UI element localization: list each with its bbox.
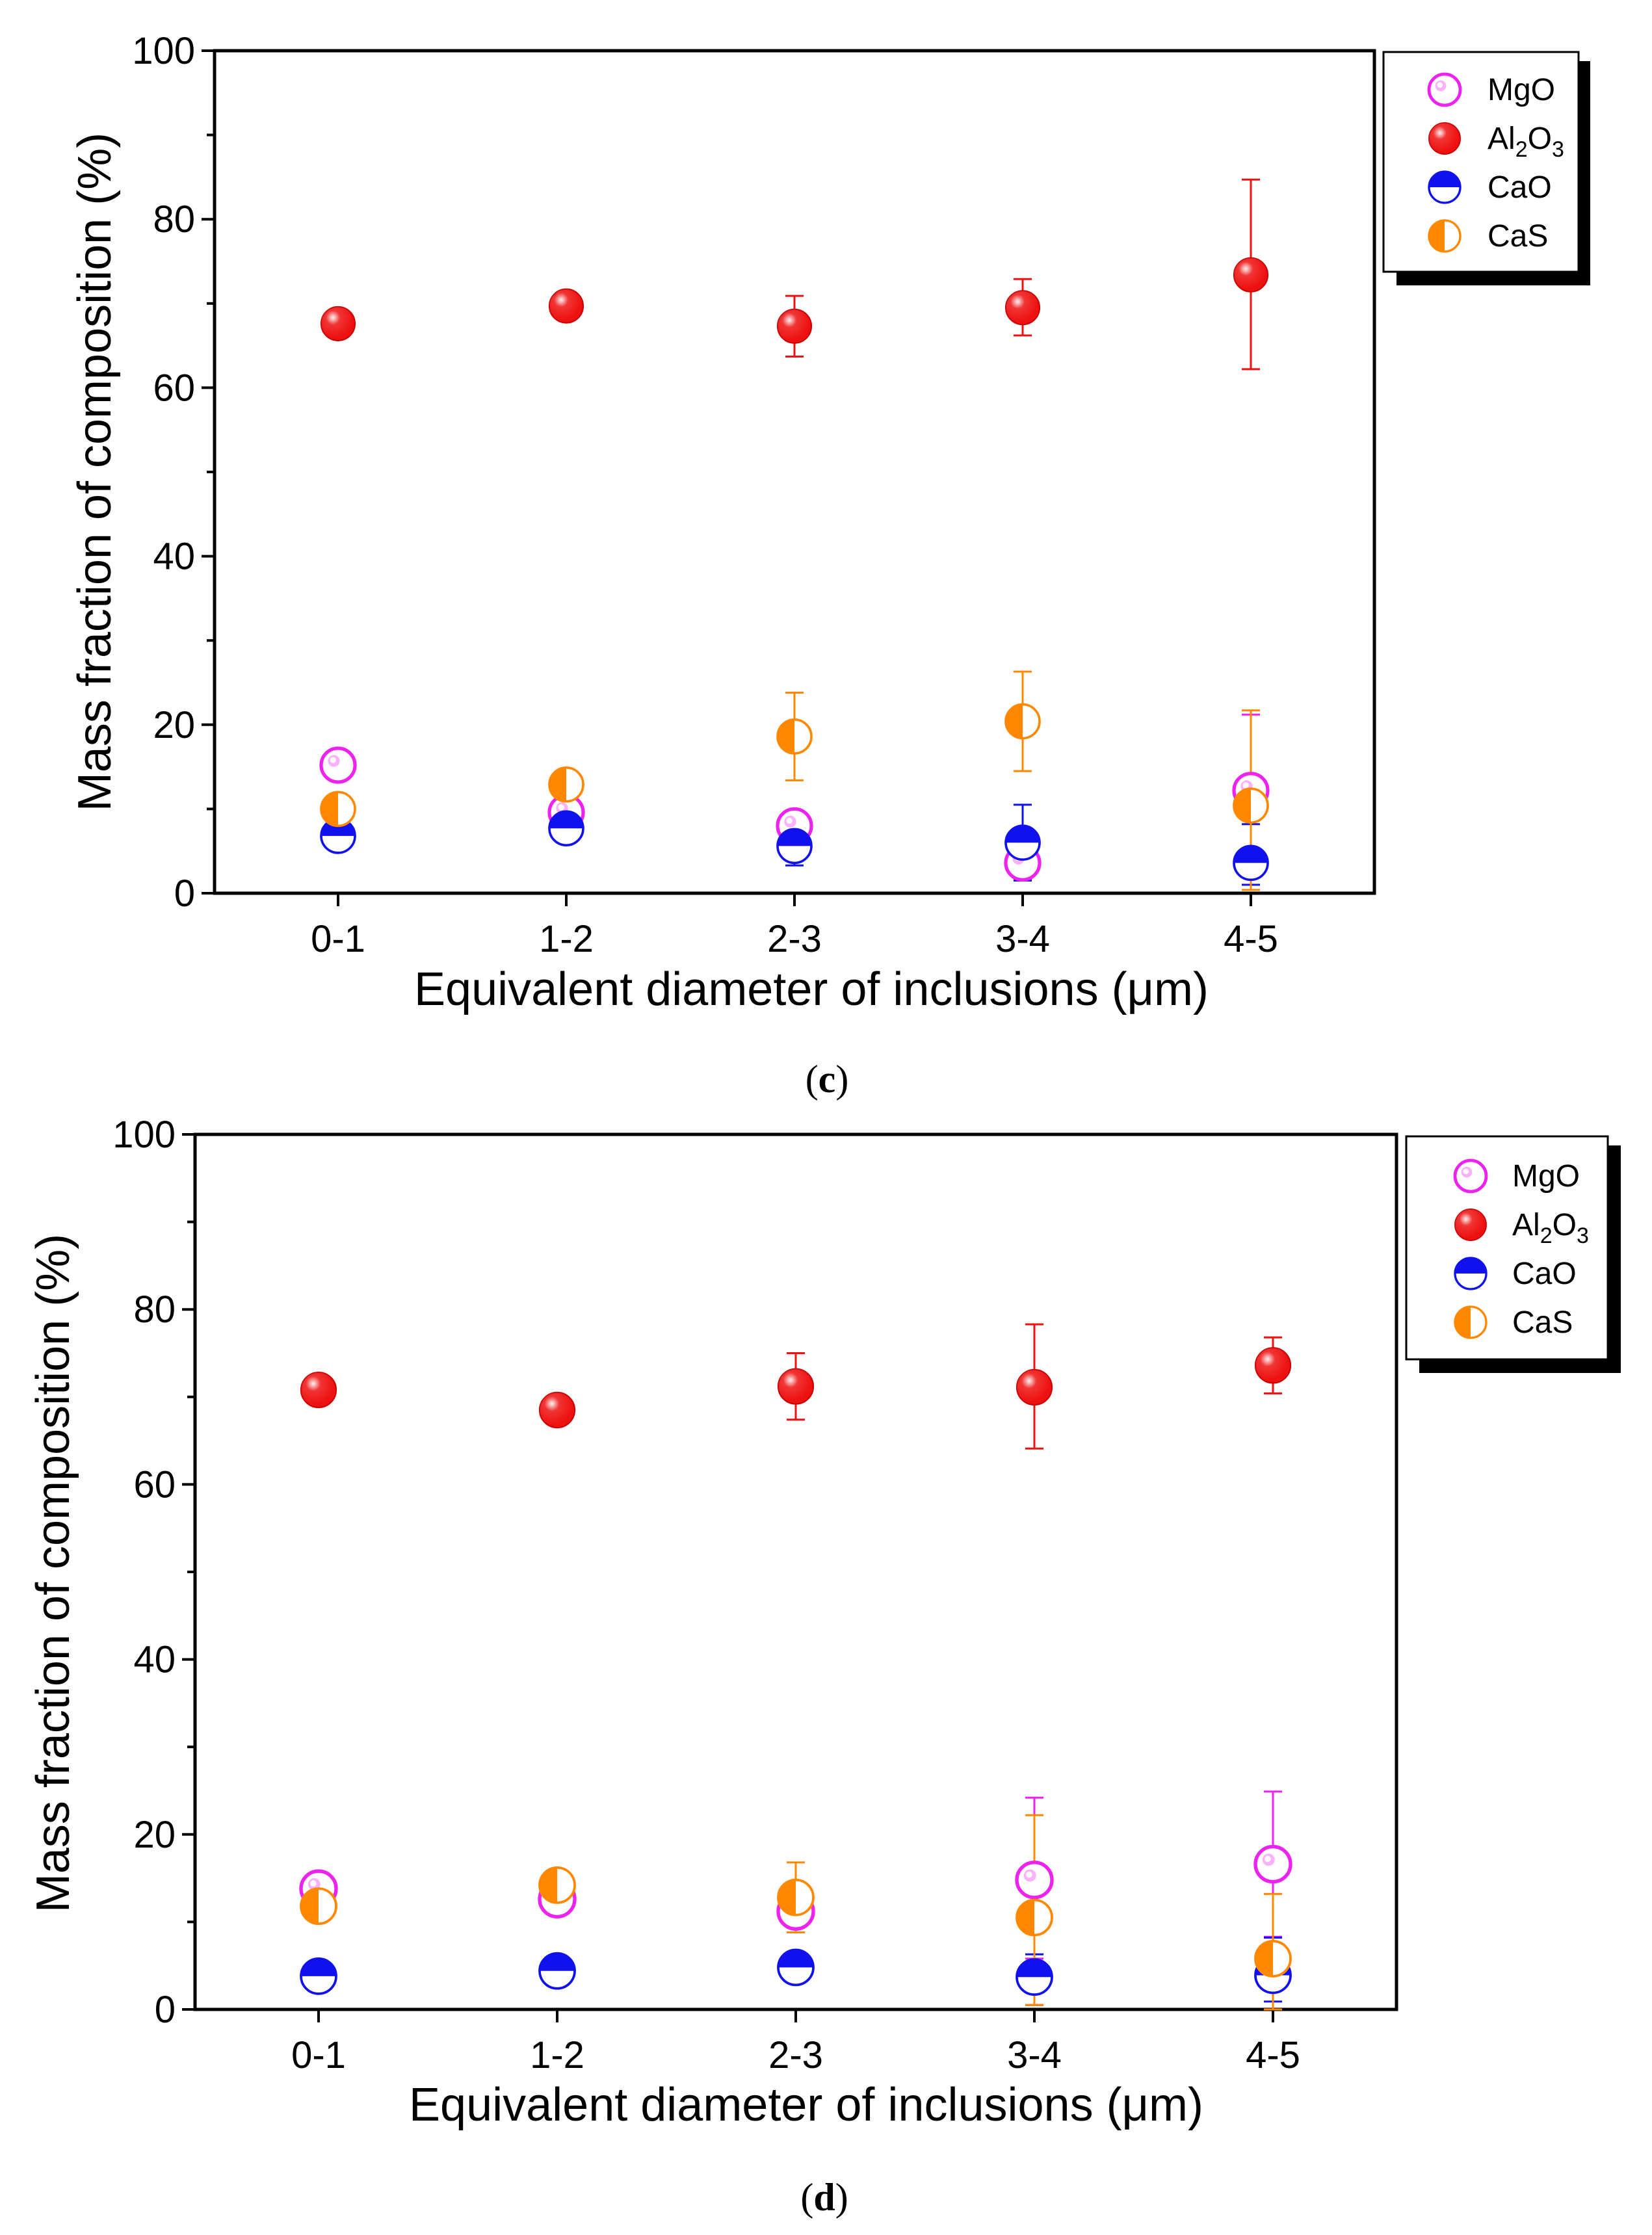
legend-label-al2o3-c: Al2O3 xyxy=(1488,122,1564,162)
point-al2o3-3-4 xyxy=(1004,290,1041,326)
y-tick-label-0: 0 xyxy=(174,872,195,915)
point-al2o3-0-1 xyxy=(320,306,356,341)
legend-marker-cas xyxy=(1454,1305,1488,1339)
point-cao-1-2 xyxy=(538,1952,576,1990)
point-cao-2-3 xyxy=(777,1948,815,1987)
legend-label-mgo-d: MgO xyxy=(1512,1159,1580,1194)
point-al2o3-3-4 xyxy=(1016,1368,1053,1406)
point-cao-2-3 xyxy=(776,828,813,865)
panel-label-c: (c) xyxy=(806,1058,849,1101)
point-cas-0-1 xyxy=(320,791,356,828)
legend-markers-d xyxy=(1453,1158,1488,1339)
point-cas-2-3 xyxy=(777,1878,815,1916)
point-cas-3-4 xyxy=(1004,703,1041,740)
x-axis-title-d: Equivalent diameter of inclusions (μm) xyxy=(409,2079,1203,2131)
x-axis-ticks-d: 0-1 1-2 2-3 3-4 4-5 xyxy=(291,2009,1300,2076)
y-tick-label-0: 0 xyxy=(155,1989,176,2031)
panel-c: 0 20 40 60 80 100 0-1 1-2 2-3 3-4 4-5 Mass fracti… xyxy=(69,30,1590,1101)
point-cas-1-2 xyxy=(538,1866,576,1904)
y-tick-label-60: 60 xyxy=(133,1463,176,1506)
y-tick-label-20: 20 xyxy=(153,704,195,746)
data-markers-c xyxy=(319,257,1270,882)
x-tick-label-3-4: 3-4 xyxy=(1007,2034,1062,2076)
panel-label-d: (d) xyxy=(800,2176,848,2219)
legend-marker-mgo xyxy=(1453,1158,1488,1194)
point-cao-0-1 xyxy=(300,1957,337,1995)
legend-marker-mgo xyxy=(1427,72,1462,107)
x-tick-label-4-5: 4-5 xyxy=(1224,918,1278,960)
point-cas-0-1 xyxy=(300,1887,337,1926)
legend-label-cao-c: CaO xyxy=(1488,170,1552,205)
legend-box-c xyxy=(1382,51,1580,273)
legend-marker-cao xyxy=(1454,1257,1488,1290)
legend-c: MgO Al2O3 CaO CaS xyxy=(1382,51,1590,285)
point-cao-3-4 xyxy=(1016,1958,1053,1996)
point-al2o3-2-3 xyxy=(777,1368,815,1405)
x-tick-label-3-4: 3-4 xyxy=(995,918,1050,960)
x-tick-label-2-3: 2-3 xyxy=(767,918,822,960)
y-axis-title-d: Mass fraction of composition (%) xyxy=(27,1234,79,1913)
point-al2o3-4-5 xyxy=(1254,1347,1292,1384)
y-tick-label-100: 100 xyxy=(132,30,195,72)
x-tick-label-4-5: 4-5 xyxy=(1246,2034,1300,2076)
x-tick-label-0-1: 0-1 xyxy=(311,918,365,960)
point-mgo-0-1 xyxy=(319,746,357,784)
legend-label-cas-c: CaS xyxy=(1488,219,1548,254)
legend-label-al2o3-d: Al2O3 xyxy=(1512,1208,1589,1248)
point-al2o3-1-2 xyxy=(548,288,584,324)
y-axis-ticks-c: 0 20 40 60 80 100 xyxy=(132,30,215,915)
y-tick-label-40: 40 xyxy=(133,1639,176,1681)
point-al2o3-4-5 xyxy=(1233,257,1269,293)
y-tick-label-80: 80 xyxy=(133,1288,176,1331)
y-tick-label-40: 40 xyxy=(153,536,195,578)
y-tick-label-20: 20 xyxy=(133,1814,176,1856)
x-tick-label-2-3: 2-3 xyxy=(768,2034,823,2076)
legend-marker-al2o3 xyxy=(1454,1209,1487,1241)
legend-marker-cas xyxy=(1428,219,1462,253)
legend-markers-c xyxy=(1427,72,1462,253)
point-cas-4-5 xyxy=(1233,787,1269,824)
y-tick-label-60: 60 xyxy=(153,367,195,409)
legend-label-cas-d: CaS xyxy=(1512,1305,1573,1340)
point-al2o3-1-2 xyxy=(538,1391,576,1429)
panel-d: 0 20 40 60 80 100 0-1 1-2 2-3 3-4 4-5 Mass fracti… xyxy=(27,1114,1621,2219)
point-cao-3-4 xyxy=(1004,824,1041,861)
y-tick-label-100: 100 xyxy=(112,1114,176,1156)
x-tick-label-1-2: 1-2 xyxy=(539,918,594,960)
x-axis-ticks-c: 0-1 1-2 2-3 3-4 4-5 xyxy=(311,893,1278,960)
point-cas-1-2 xyxy=(548,766,584,803)
legend-box-d xyxy=(1405,1135,1609,1361)
point-al2o3-2-3 xyxy=(776,308,813,344)
legend-label-mgo-c: MgO xyxy=(1488,73,1555,107)
point-mgo-4-5 xyxy=(1253,1844,1292,1884)
data-markers-d xyxy=(299,1347,1292,1996)
point-mgo-3-4 xyxy=(1015,1861,1054,1900)
legend-label-cao-d: CaO xyxy=(1512,1257,1577,1291)
legend-marker-al2o3 xyxy=(1428,122,1461,155)
point-cao-4-5 xyxy=(1233,844,1269,882)
x-tick-label-0-1: 0-1 xyxy=(291,2034,346,2076)
point-cas-4-5 xyxy=(1254,1940,1292,1978)
point-al2o3-0-1 xyxy=(300,1371,337,1409)
x-tick-label-1-2: 1-2 xyxy=(530,2034,584,2076)
legend-d: MgO Al2O3 CaO CaS xyxy=(1405,1135,1621,1373)
legend-marker-cao xyxy=(1428,170,1462,204)
y-axis-title-c: Mass fraction of composition (%) xyxy=(69,133,121,811)
y-axis-ticks-d: 0 20 40 60 80 100 xyxy=(112,1114,195,2031)
y-tick-label-80: 80 xyxy=(153,198,195,241)
point-cas-2-3 xyxy=(776,718,813,755)
point-cas-3-4 xyxy=(1016,1898,1053,1937)
x-axis-title-c: Equivalent diameter of inclusions (μm) xyxy=(414,963,1209,1015)
point-cao-1-2 xyxy=(548,810,584,847)
